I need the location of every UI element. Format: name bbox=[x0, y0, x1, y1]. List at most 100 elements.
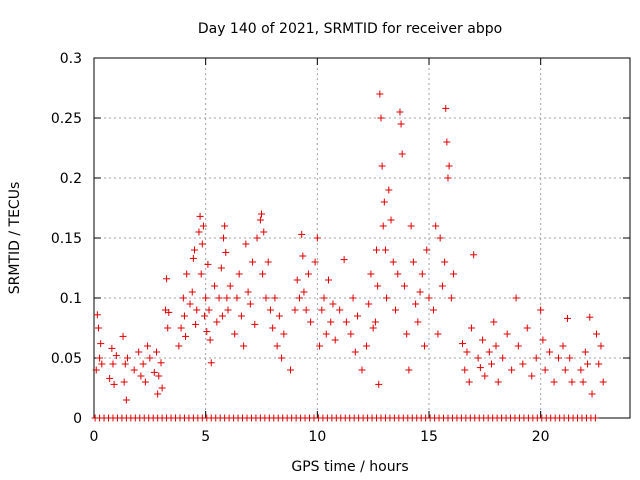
data-point bbox=[299, 252, 307, 260]
data-point bbox=[259, 270, 267, 278]
data-point bbox=[398, 150, 406, 158]
data-point bbox=[193, 306, 201, 314]
data-point bbox=[409, 258, 417, 266]
data-point bbox=[240, 342, 248, 350]
data-point bbox=[434, 330, 442, 338]
data-point bbox=[269, 324, 277, 332]
data-point bbox=[591, 414, 599, 422]
data-point bbox=[490, 318, 498, 326]
data-point bbox=[423, 246, 431, 254]
x-tick-label: 0 bbox=[90, 429, 99, 445]
data-point bbox=[108, 344, 116, 352]
data-point bbox=[492, 342, 500, 350]
data-point bbox=[327, 318, 335, 326]
data-point bbox=[414, 318, 422, 326]
data-point bbox=[287, 366, 295, 374]
data-point bbox=[220, 234, 228, 242]
data-point bbox=[387, 216, 395, 224]
data-point bbox=[349, 294, 357, 302]
data-point bbox=[322, 330, 330, 338]
data-point bbox=[202, 294, 210, 302]
data-point bbox=[443, 138, 451, 146]
data-point bbox=[192, 320, 200, 328]
y-tick-label: 0 bbox=[73, 411, 82, 427]
data-point bbox=[260, 228, 268, 236]
data-point bbox=[385, 186, 393, 194]
data-point bbox=[275, 312, 283, 320]
data-point bbox=[201, 312, 209, 320]
data-point bbox=[465, 378, 473, 386]
y-axis-label: SRMTID / TECUs bbox=[7, 182, 23, 295]
data-point bbox=[340, 256, 348, 264]
data-point bbox=[367, 270, 375, 278]
data-point bbox=[278, 354, 286, 362]
data-point bbox=[383, 294, 391, 302]
data-point bbox=[358, 366, 366, 374]
data-point bbox=[177, 324, 185, 332]
data-point bbox=[300, 288, 308, 296]
data-point bbox=[528, 372, 536, 380]
x-tick-label: 5 bbox=[201, 429, 210, 445]
data-point bbox=[211, 282, 219, 290]
data-point bbox=[369, 324, 377, 332]
data-point bbox=[122, 396, 130, 404]
data-point bbox=[92, 366, 100, 374]
data-point bbox=[400, 282, 408, 290]
data-point bbox=[273, 342, 281, 350]
data-point bbox=[264, 258, 272, 266]
data-point bbox=[119, 332, 127, 340]
data-point bbox=[112, 352, 120, 360]
data-point bbox=[150, 368, 158, 376]
data-point bbox=[226, 282, 234, 290]
data-point bbox=[447, 294, 455, 302]
data-point bbox=[375, 380, 383, 388]
x-axis-label: GPS time / hours bbox=[291, 459, 408, 475]
data-point bbox=[519, 360, 527, 368]
data-point bbox=[153, 348, 161, 356]
data-point bbox=[537, 306, 545, 314]
data-point bbox=[354, 312, 362, 320]
y-tick-label: 0.15 bbox=[51, 231, 82, 247]
data-point bbox=[316, 342, 324, 350]
data-point bbox=[416, 288, 424, 296]
data-point bbox=[135, 348, 143, 356]
data-point bbox=[298, 230, 306, 238]
data-point bbox=[217, 264, 225, 272]
data-point bbox=[541, 366, 549, 374]
data-point bbox=[155, 372, 163, 380]
data-point bbox=[137, 372, 145, 380]
data-point bbox=[488, 360, 496, 368]
data-point bbox=[481, 372, 489, 380]
data-point bbox=[258, 210, 265, 218]
data-point bbox=[474, 354, 482, 362]
data-point bbox=[550, 378, 558, 386]
data-point bbox=[389, 258, 397, 266]
data-point bbox=[205, 306, 213, 314]
data-point bbox=[588, 390, 596, 398]
data-point bbox=[407, 222, 415, 230]
data-point bbox=[130, 366, 138, 374]
data-point bbox=[599, 378, 607, 386]
data-point bbox=[532, 354, 540, 362]
data-point bbox=[467, 324, 475, 332]
data-point bbox=[253, 234, 261, 242]
data-point bbox=[421, 342, 429, 350]
data-point bbox=[342, 318, 350, 326]
data-point bbox=[503, 330, 511, 338]
data-point bbox=[577, 366, 585, 374]
axis-ticks bbox=[93, 57, 630, 419]
y-tick-label: 0.2 bbox=[60, 171, 82, 187]
data-point bbox=[508, 366, 516, 374]
data-point bbox=[94, 324, 102, 332]
data-point bbox=[207, 359, 215, 367]
data-point bbox=[244, 288, 252, 296]
data-point bbox=[242, 240, 250, 248]
data-point bbox=[329, 300, 337, 308]
data-point bbox=[203, 328, 211, 336]
data-point bbox=[441, 258, 449, 266]
x-tick-label: 15 bbox=[420, 429, 438, 445]
data-point bbox=[318, 306, 326, 314]
data-point bbox=[144, 342, 152, 350]
chart-title: Day 140 of 2021, SRMTID for receiver abp… bbox=[198, 21, 502, 37]
data-point bbox=[523, 324, 531, 332]
